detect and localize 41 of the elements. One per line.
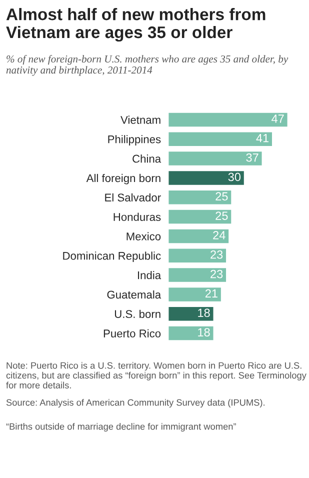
bar — [168, 189, 233, 206]
chart-title: Almost half of new mothers from Vietnam are ages 35 or older — [6, 8, 266, 42]
bar — [168, 208, 233, 226]
data-label: 24 — [213, 231, 226, 240]
y-tick-label: China — [132, 154, 162, 163]
data-label: 37 — [246, 153, 258, 162]
bar — [168, 111, 288, 128]
data-label: 23 — [210, 250, 223, 259]
y-tick-label: Vietnam — [120, 116, 160, 124]
data-label: 23 — [210, 270, 223, 278]
bar — [168, 247, 228, 264]
text: “Births outside of marriage decline for immigrant women” — [6, 423, 236, 432]
data-label: 25 — [216, 212, 228, 220]
data-label: 30 — [228, 172, 241, 182]
y-tick-label: El Salvador — [105, 193, 161, 202]
y-tick-label: Guatemala — [107, 290, 162, 299]
y-tick-label: Philippines — [108, 135, 161, 146]
y-tick-label: India — [138, 271, 162, 280]
bar — [168, 170, 246, 186]
data-label: 41 — [256, 134, 269, 142]
bar — [168, 325, 215, 342]
data-label: 18 — [198, 308, 210, 318]
y-tick-label: Mexico — [126, 232, 161, 240]
chart-subtitle: % of new foreign-born U.S. mothers who are ages 35 and older, by nativity and birthplace, 2011-2014 — [6, 55, 288, 76]
bar — [168, 228, 230, 244]
y-tick-label: All foreign born — [86, 174, 160, 184]
data-label: 25 — [216, 192, 228, 201]
y-tick-label: Puerto Rico — [104, 329, 161, 338]
data-label: 21 — [205, 289, 218, 298]
y-tick-label: Dominican Republic — [63, 252, 161, 262]
data-label: 18 — [198, 328, 210, 336]
bar — [168, 130, 274, 148]
y-tick-label: Honduras — [114, 212, 161, 221]
y-tick-label: U.S. born — [114, 310, 160, 318]
bar — [168, 306, 215, 322]
bar — [168, 266, 228, 284]
source-note: Source: Analysis of American Community Survey data (IPUMS). — [6, 399, 264, 408]
data-label: 47 — [272, 114, 284, 123]
bar — [168, 286, 222, 303]
bar — [168, 150, 264, 167]
text: Note: Puerto Rico is a U.S. territory. Women born in Puerto Rico are U.S. citizens, but are classified as “foreign born” in this report. See Terminology for more details. — [6, 362, 306, 388]
